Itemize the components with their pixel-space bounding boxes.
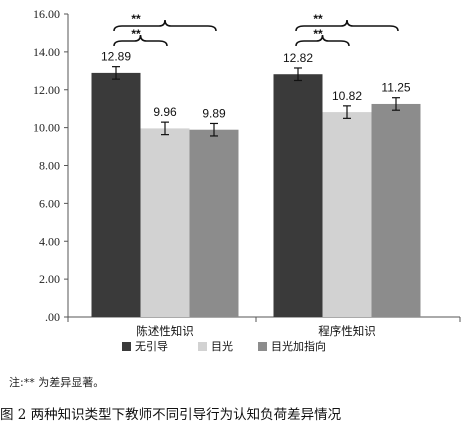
y-tick-label: 6.00 — [39, 196, 60, 210]
category-label: 程序性知识 — [318, 324, 376, 338]
significance-label: ** — [131, 12, 141, 26]
bar-chart: .00 2.00 4.00 6.00 8.00 10.00 12.00 14.00 16.00 陈… — [33, 7, 461, 353]
bar-layer: 12.89 12.82 9.96 10.82 9.89 11.25 — [91, 50, 421, 317]
bar — [140, 128, 190, 317]
y-tick-label: 12.00 — [33, 83, 60, 97]
bar — [189, 129, 239, 317]
y-tick-label: 16.00 — [33, 7, 60, 21]
bar — [273, 74, 323, 317]
bar — [91, 72, 141, 317]
significance-bracket — [113, 34, 168, 47]
data-label: 11.25 — [381, 81, 410, 95]
data-label: 9.89 — [202, 106, 226, 120]
data-label: 9.96 — [153, 105, 177, 119]
bar — [322, 112, 372, 317]
figure-caption: 图 2 两种知识类型下教师不同引导行为认知负荷差异情况 — [0, 407, 342, 423]
category-label: 陈述性知识 — [136, 324, 194, 338]
legend-swatch — [122, 342, 131, 351]
bar — [371, 103, 421, 317]
significance-layer: ******** — [113, 12, 399, 47]
significance-bracket — [295, 19, 399, 32]
figure-note: 注:** 为差异显著。 — [9, 376, 105, 389]
significance-label: ** — [313, 27, 323, 41]
y-tick-label: 2.00 — [39, 272, 60, 286]
significance-bracket — [113, 19, 217, 32]
y-tick-label: 8.00 — [39, 159, 60, 173]
y-tick-label: 14.00 — [33, 45, 60, 59]
legend-label: 无引导 — [135, 339, 168, 353]
legend-swatch — [198, 342, 207, 351]
legend-swatch — [258, 342, 267, 351]
legend: 无引导 目光 目光加指向 — [122, 339, 326, 353]
legend-label: 目光加指向 — [271, 339, 326, 353]
data-label: 12.89 — [101, 50, 131, 64]
y-tick-label: .00 — [45, 310, 60, 324]
y-tick-label: 10.00 — [33, 121, 60, 135]
y-tick-label: 4.00 — [39, 234, 60, 248]
data-label: 12.82 — [283, 51, 313, 65]
data-label: 10.82 — [332, 89, 362, 103]
significance-bracket — [295, 34, 350, 47]
significance-label: ** — [131, 27, 141, 41]
significance-label: ** — [313, 12, 323, 26]
legend-label: 目光 — [211, 339, 233, 353]
